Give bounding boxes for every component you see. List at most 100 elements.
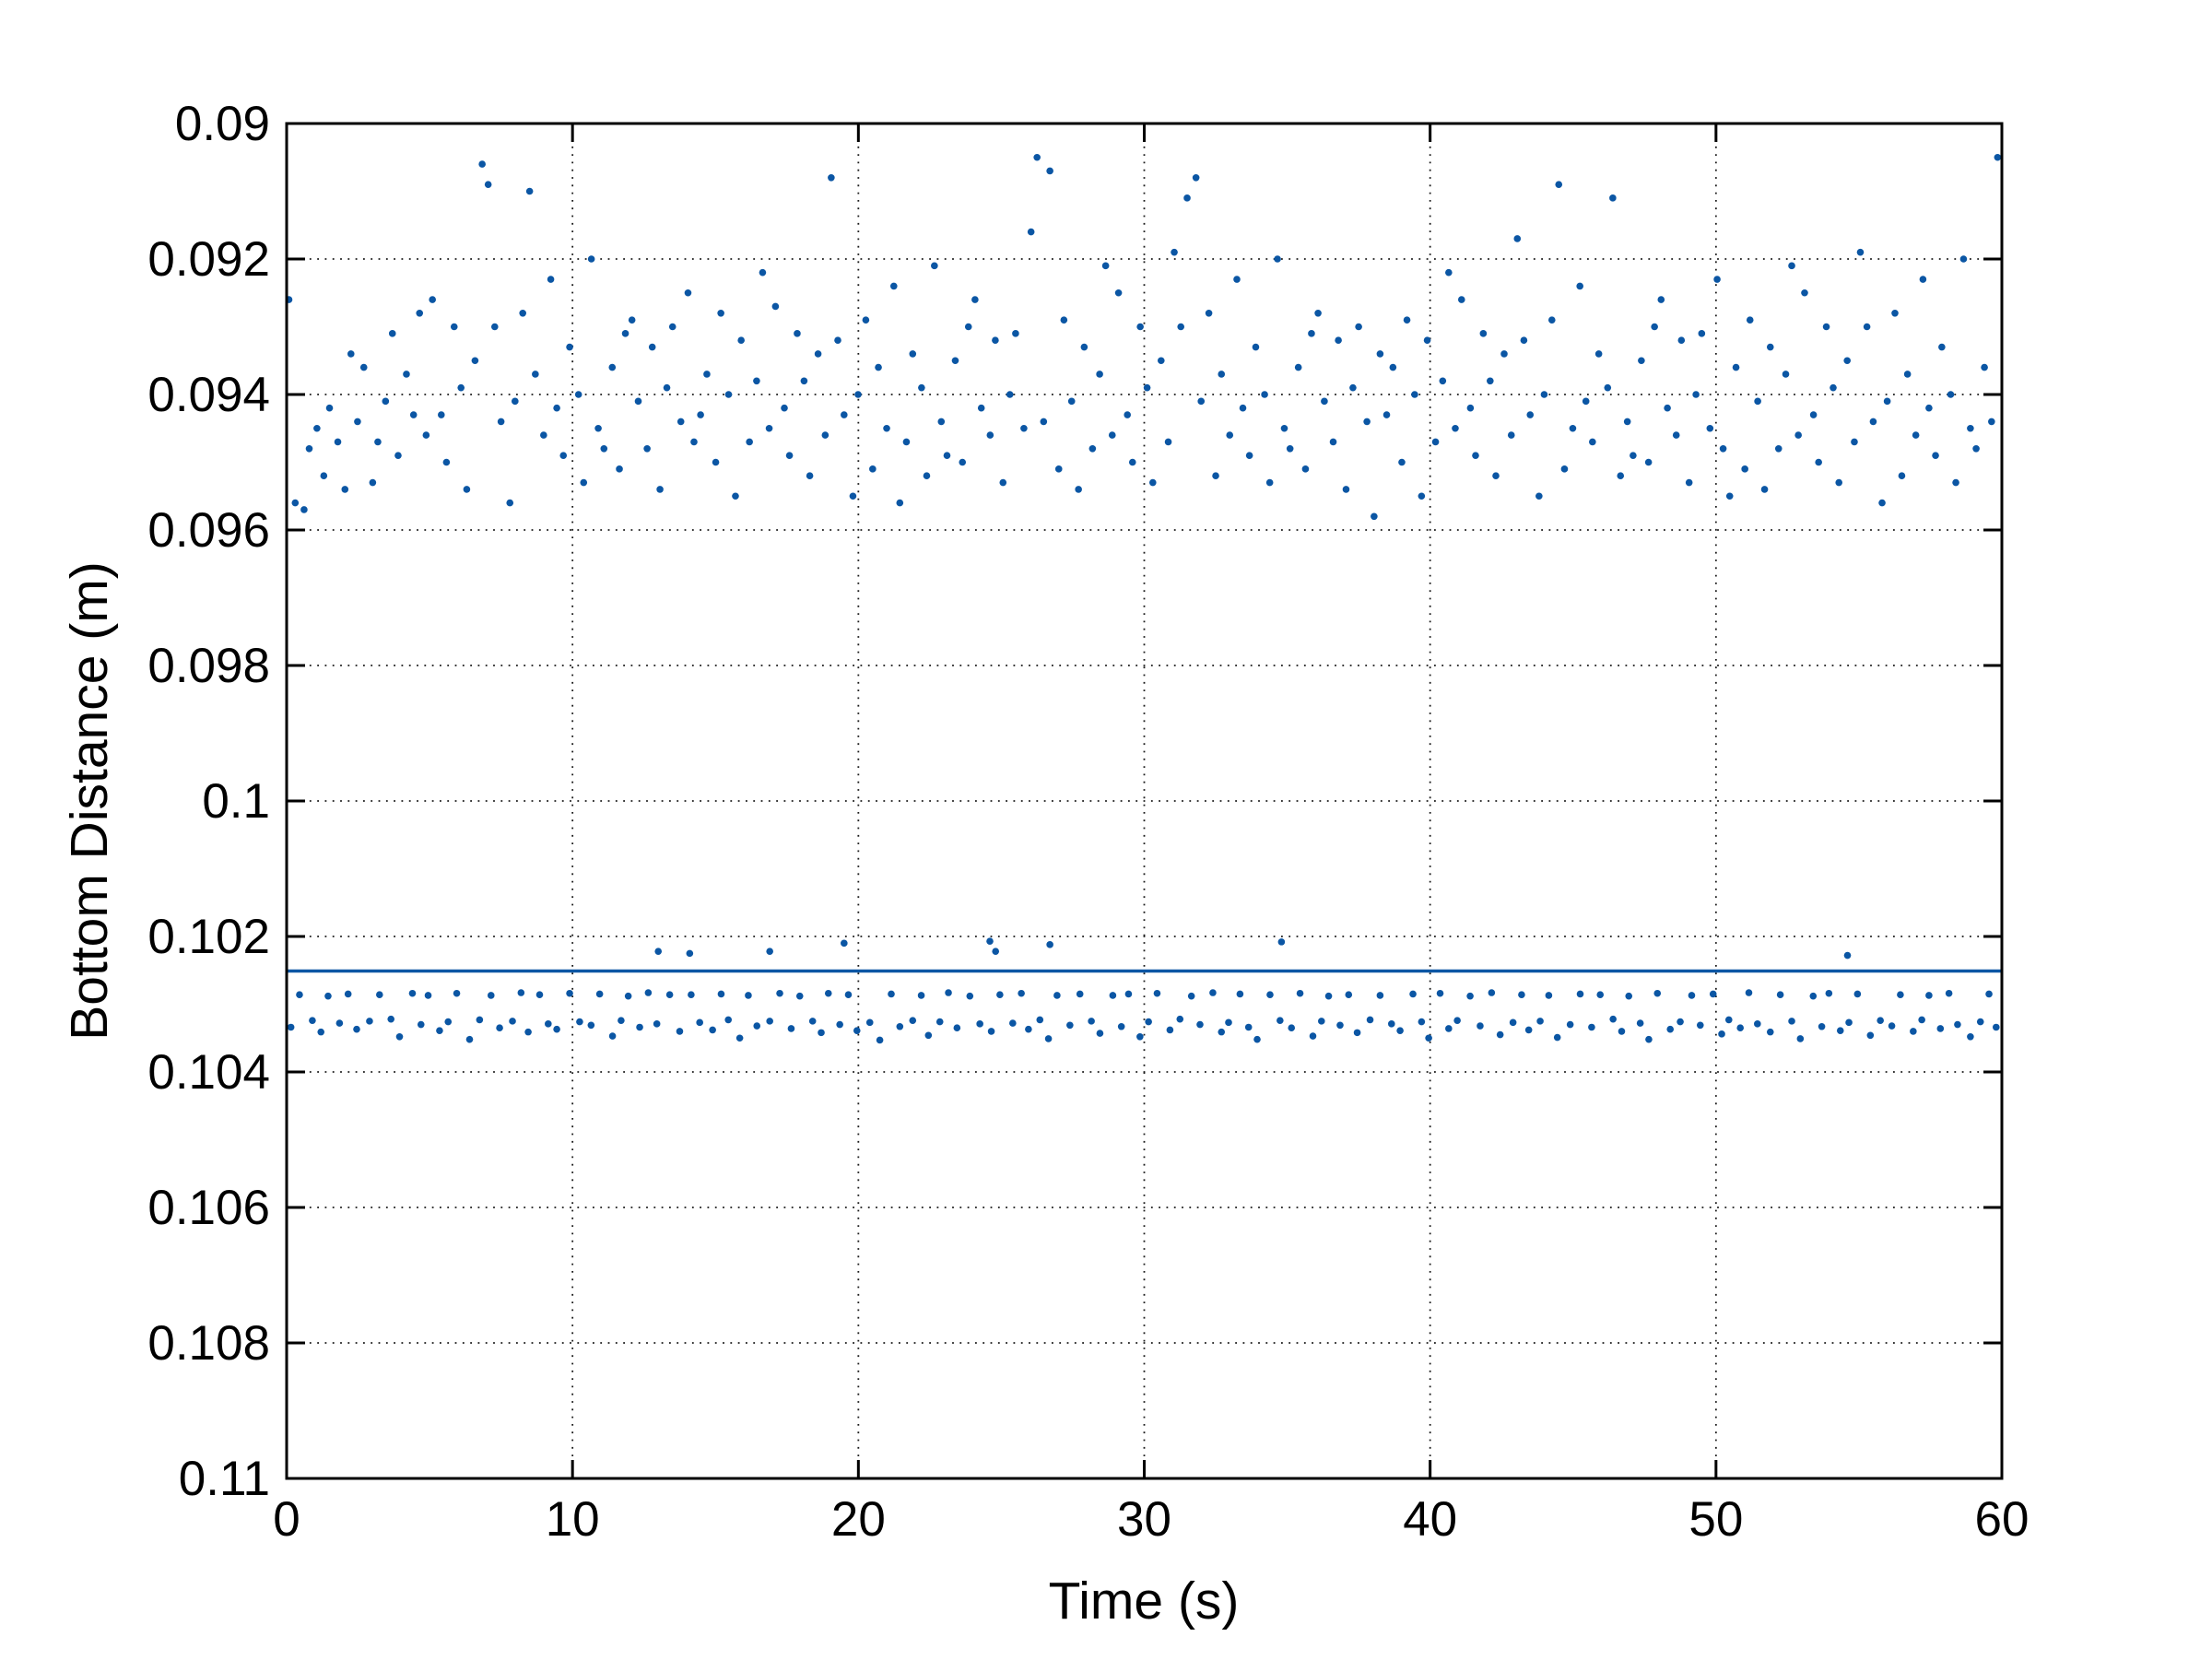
data-point	[1754, 1020, 1761, 1028]
data-point	[1540, 391, 1548, 398]
data-point	[429, 296, 436, 303]
data-point	[663, 383, 671, 392]
data-point	[668, 323, 677, 331]
data-point	[1321, 397, 1328, 406]
data-point	[1006, 391, 1014, 398]
data-point	[608, 363, 617, 371]
data-point	[1371, 512, 1378, 521]
data-point	[1898, 472, 1906, 479]
data-point	[909, 350, 917, 358]
data-point	[1363, 418, 1371, 426]
data-point	[305, 445, 313, 453]
data-point	[1466, 992, 1474, 1000]
data-point	[1265, 478, 1274, 487]
data-point	[644, 989, 653, 996]
data-point	[1981, 363, 1988, 371]
data-point	[1604, 383, 1612, 392]
data-point	[943, 452, 951, 459]
data-point	[1853, 990, 1862, 998]
data-point	[1818, 1022, 1826, 1030]
data-point	[1843, 951, 1852, 960]
data-point	[1645, 1035, 1653, 1043]
data-point	[1114, 288, 1123, 297]
y-tick-label: 0.1	[202, 774, 270, 829]
data-point	[1335, 336, 1342, 345]
data-point	[1891, 310, 1899, 317]
data-point	[1500, 350, 1508, 358]
data-point	[688, 991, 695, 999]
data-point	[902, 438, 911, 446]
data-point	[409, 411, 418, 418]
data-point	[1513, 235, 1522, 242]
data-point	[1411, 391, 1418, 398]
data-point	[834, 336, 841, 345]
data-point	[442, 458, 451, 466]
data-point	[532, 371, 539, 378]
data-point	[1233, 276, 1241, 283]
data-point	[535, 991, 544, 999]
data-point	[1776, 991, 1784, 999]
data-point	[1294, 363, 1302, 371]
data-point	[1897, 991, 1904, 999]
data-point	[1277, 938, 1286, 946]
data-point	[553, 1025, 560, 1033]
data-point	[735, 1034, 744, 1042]
data-point	[1547, 316, 1556, 324]
data-point	[935, 1018, 944, 1026]
data-point	[1644, 458, 1653, 466]
data-point	[517, 989, 525, 996]
data-point	[746, 438, 753, 446]
data-point	[1389, 363, 1397, 371]
data-point	[574, 391, 582, 398]
data-point	[1157, 357, 1165, 365]
data-point	[1280, 424, 1288, 432]
data-point	[388, 330, 396, 337]
data-point	[1774, 445, 1783, 453]
data-point	[1672, 431, 1680, 439]
data-point	[953, 1024, 961, 1032]
data-point	[1560, 465, 1569, 473]
data-point	[1286, 445, 1294, 453]
data-point	[883, 424, 890, 432]
data-point	[335, 1019, 344, 1027]
data-point	[896, 1022, 904, 1030]
data-point	[1067, 397, 1076, 406]
data-point	[1075, 486, 1082, 493]
data-point	[465, 1035, 474, 1043]
data-point	[1187, 992, 1195, 1000]
data-point	[745, 992, 752, 999]
data-point	[1788, 262, 1795, 270]
data-point	[869, 465, 877, 473]
data-point	[977, 404, 985, 412]
data-point	[992, 336, 999, 345]
data-point	[917, 992, 925, 999]
data-point	[787, 1025, 795, 1032]
data-point	[996, 991, 1004, 999]
data-point	[1136, 323, 1144, 331]
data-point	[1245, 452, 1253, 459]
data-point	[1025, 1025, 1032, 1033]
data-point	[1124, 411, 1132, 418]
data-point	[964, 323, 972, 331]
data-point	[854, 391, 862, 398]
data-point	[1109, 992, 1117, 999]
data-point	[844, 991, 853, 999]
data-point	[1466, 404, 1475, 412]
data-point	[1617, 472, 1625, 479]
data-point	[376, 991, 383, 999]
data-point	[753, 377, 760, 385]
data-point	[1296, 989, 1304, 997]
data-point	[1349, 383, 1357, 392]
data-point	[1830, 383, 1837, 392]
data-point	[1314, 310, 1322, 317]
data-point	[438, 411, 445, 418]
data-point	[1657, 296, 1665, 303]
data-point	[403, 371, 410, 378]
data-point	[1309, 1032, 1317, 1040]
data-point	[621, 330, 629, 337]
data-point	[648, 343, 656, 351]
data-point	[1436, 989, 1444, 997]
data-point	[1555, 181, 1563, 188]
data-point	[547, 276, 555, 283]
data-point	[1080, 343, 1088, 351]
